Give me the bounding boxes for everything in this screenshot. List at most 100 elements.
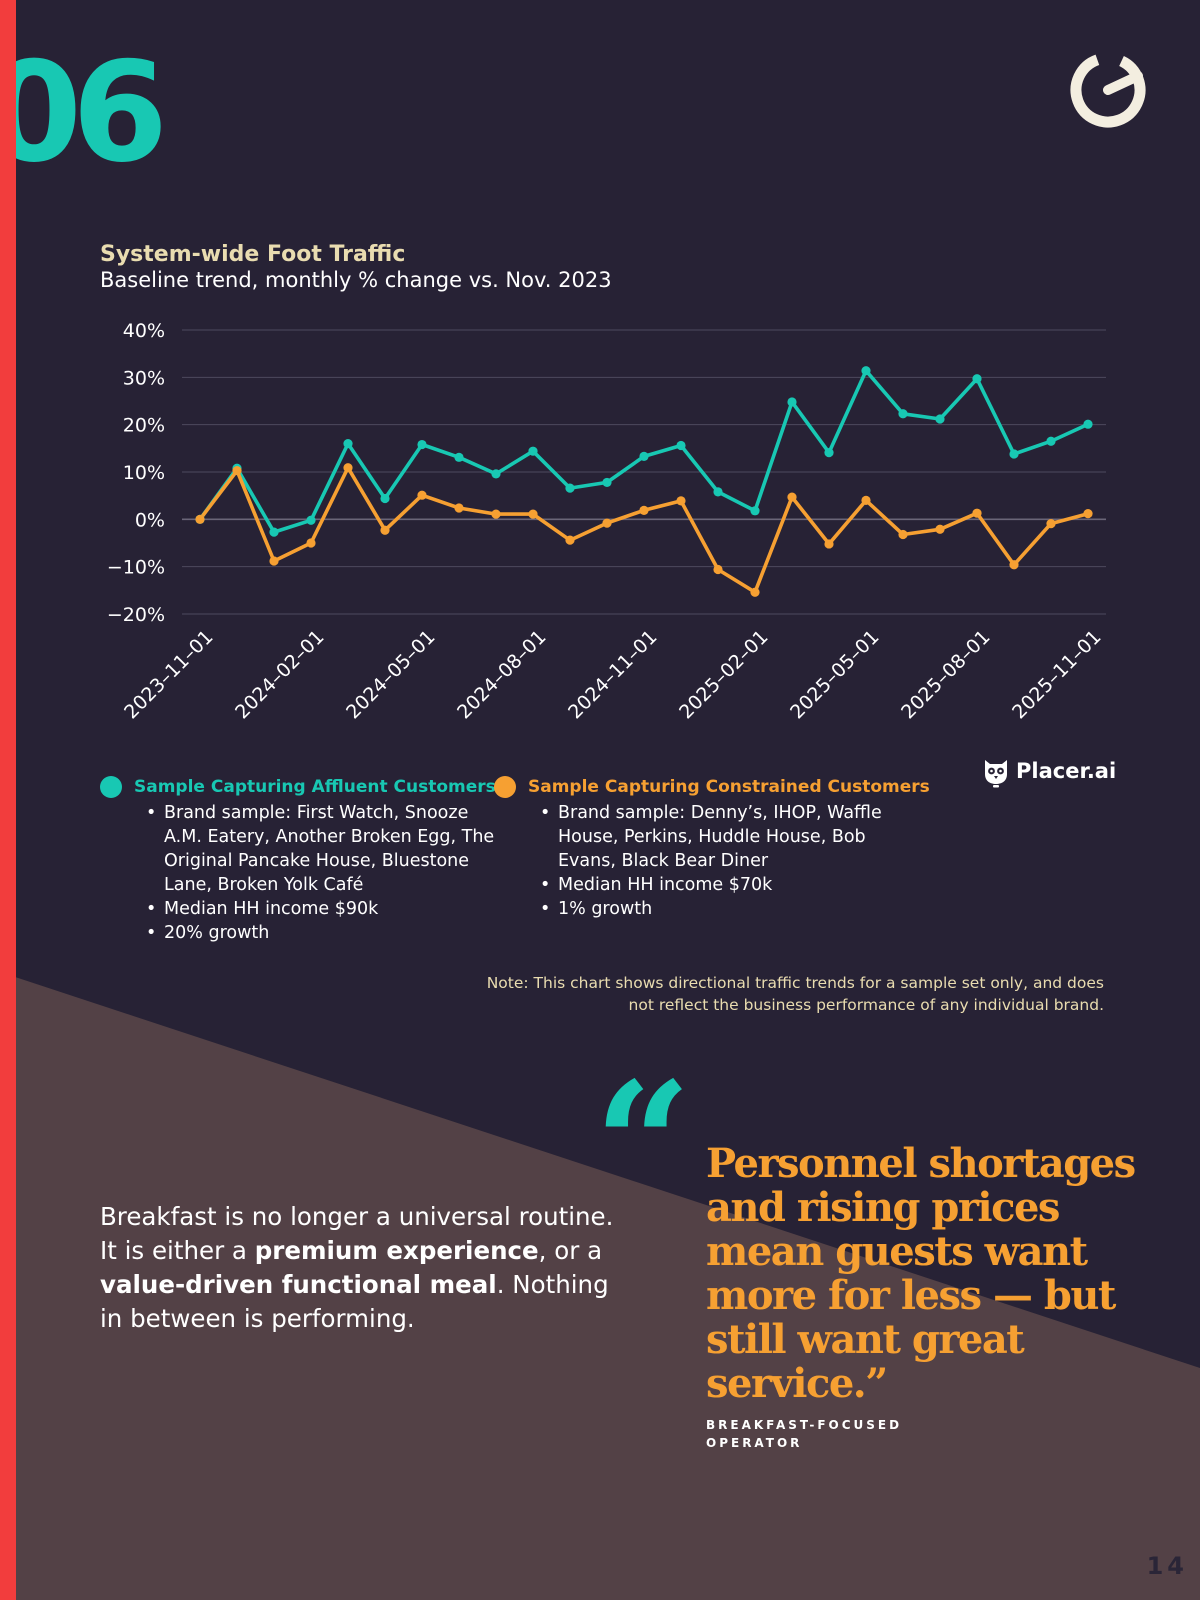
list-item: Median HH income $70k	[540, 873, 914, 897]
data-point-constrained	[750, 587, 760, 597]
chart-subtitle: Baseline trend, monthly % change vs. Nov…	[100, 268, 612, 292]
data-point-affluent	[417, 439, 427, 450]
list-item: Brand sample: Denny’s, IHOP, Waffle Hous…	[540, 801, 914, 873]
data-point-constrained	[639, 505, 649, 515]
x-tick-label: 2024–02–01	[231, 626, 328, 723]
data-point-affluent	[639, 451, 649, 461]
lower-band-shape	[0, 972, 1200, 1600]
data-point-affluent	[676, 440, 686, 451]
data-point-affluent	[1009, 449, 1019, 459]
data-point-constrained	[602, 518, 612, 528]
data-point-constrained	[417, 490, 427, 500]
x-tick-label: 2023–11–01	[120, 626, 217, 723]
legend-bullets-constrained: Brand sample: Denny’s, IHOP, Waffle Hous…	[494, 801, 914, 921]
line-chart: 40% 30% 20% 10% 0% −10% −20% 2023–11–01 2024–02…	[107, 320, 1106, 723]
data-point-constrained	[972, 508, 982, 518]
body-bold-1: premium experience	[254, 1236, 539, 1265]
body-text-3: . Nothing in between is performing.	[100, 1270, 609, 1333]
x-tick-label: 2025–02–01	[675, 626, 772, 723]
body-text-1: Breakfast is no longer a universal routi…	[100, 1202, 614, 1265]
data-point-constrained	[454, 503, 464, 513]
data-point-affluent	[898, 409, 908, 419]
data-point-constrained	[787, 492, 797, 502]
x-tick-label: 2025–05–01	[786, 626, 883, 723]
data-point-constrained	[565, 535, 575, 545]
y-tick-label: 10%	[123, 462, 165, 484]
y-tick-label: 0%	[135, 509, 165, 531]
legend-title-constrained: Sample Capturing Constrained Customers	[528, 777, 930, 797]
data-point-affluent	[565, 483, 575, 493]
chart-note: Note: This chart shows directional traff…	[486, 974, 1104, 1014]
chart-title: System-wide Foot Traffic	[100, 242, 406, 267]
page-number: 14	[1146, 1552, 1188, 1580]
list-item: 20% growth	[146, 921, 500, 945]
y-tick-label: 40%	[123, 320, 165, 342]
quote-attribution: Breakfast-Focused Operator	[706, 1418, 903, 1450]
owl-icon	[985, 760, 1007, 788]
legend-affluent: Sample Capturing Affluent Customers Bran…	[100, 776, 500, 945]
y-tick-label: 20%	[123, 415, 165, 437]
data-point-affluent	[269, 527, 279, 537]
legend-dot-orange	[494, 776, 516, 798]
y-tick-label: −10%	[107, 557, 165, 579]
brand-logo-icon	[1070, 52, 1146, 128]
data-point-constrained	[269, 556, 279, 566]
data-point-affluent	[306, 515, 316, 525]
legend-constrained: Sample Capturing Constrained Customers B…	[494, 776, 930, 921]
data-point-constrained	[1009, 560, 1019, 570]
data-point-constrained	[1046, 518, 1056, 529]
data-point-constrained	[528, 509, 538, 519]
data-point-affluent	[454, 452, 464, 462]
data-point-constrained	[306, 538, 316, 548]
legend-bullets-affluent: Brand sample: First Watch, Snooze A.M. E…	[100, 801, 500, 945]
quote-mark-icon: “	[594, 1045, 692, 1245]
x-tick-label: 2024–05–01	[342, 626, 439, 723]
body-bold-2: value-driven functional meal	[100, 1270, 497, 1299]
data-point-affluent	[861, 366, 871, 376]
accent-side-bar	[0, 0, 16, 1600]
x-tick-label: 2024–11–01	[564, 626, 661, 723]
data-point-constrained	[195, 514, 205, 524]
data-point-affluent	[1083, 419, 1093, 429]
data-point-affluent	[380, 493, 390, 504]
data-point-affluent	[787, 397, 797, 407]
x-tick-label: 2025–08–01	[897, 626, 994, 723]
series-line-constrained	[198, 465, 1090, 595]
placer-ai-logo: Placer.ai	[982, 754, 1116, 788]
data-point-affluent	[343, 439, 353, 449]
data-point-affluent	[602, 477, 612, 488]
data-point-affluent	[1046, 436, 1056, 446]
x-tick-label: 2024–08–01	[453, 626, 550, 723]
body-text-2: , or a	[538, 1236, 603, 1265]
list-item: Brand sample: First Watch, Snooze A.M. E…	[146, 801, 500, 897]
y-tick-label: 30%	[123, 367, 165, 389]
placer-ai-wordmark: Placer.ai	[1016, 759, 1117, 783]
x-tick-label: 2025–11–01	[1008, 626, 1105, 723]
body-paragraph: Breakfast is no longer a universal routi…	[100, 1200, 620, 1336]
data-point-constrained	[898, 529, 908, 540]
data-point-affluent	[824, 447, 834, 458]
data-point-affluent	[528, 446, 538, 456]
data-point-constrained	[824, 539, 834, 549]
data-point-constrained	[861, 495, 871, 505]
data-point-constrained	[232, 465, 242, 476]
list-item: 1% growth	[540, 897, 914, 921]
y-tick-label: −20%	[107, 604, 165, 626]
data-point-constrained	[713, 564, 723, 575]
data-point-affluent	[491, 469, 501, 479]
section-number: 06	[0, 32, 168, 193]
data-point-constrained	[676, 496, 686, 506]
data-point-constrained	[1083, 509, 1093, 519]
list-item: Median HH income $90k	[146, 897, 500, 921]
data-point-affluent	[750, 506, 760, 516]
legend-title-affluent: Sample Capturing Affluent Customers	[134, 777, 496, 797]
data-point-affluent	[713, 487, 723, 497]
data-point-constrained	[935, 524, 945, 534]
data-point-constrained	[380, 525, 390, 535]
data-point-constrained	[491, 509, 501, 519]
legend-dot-teal	[100, 776, 122, 798]
data-point-affluent	[935, 414, 945, 424]
data-point-affluent	[972, 374, 982, 384]
